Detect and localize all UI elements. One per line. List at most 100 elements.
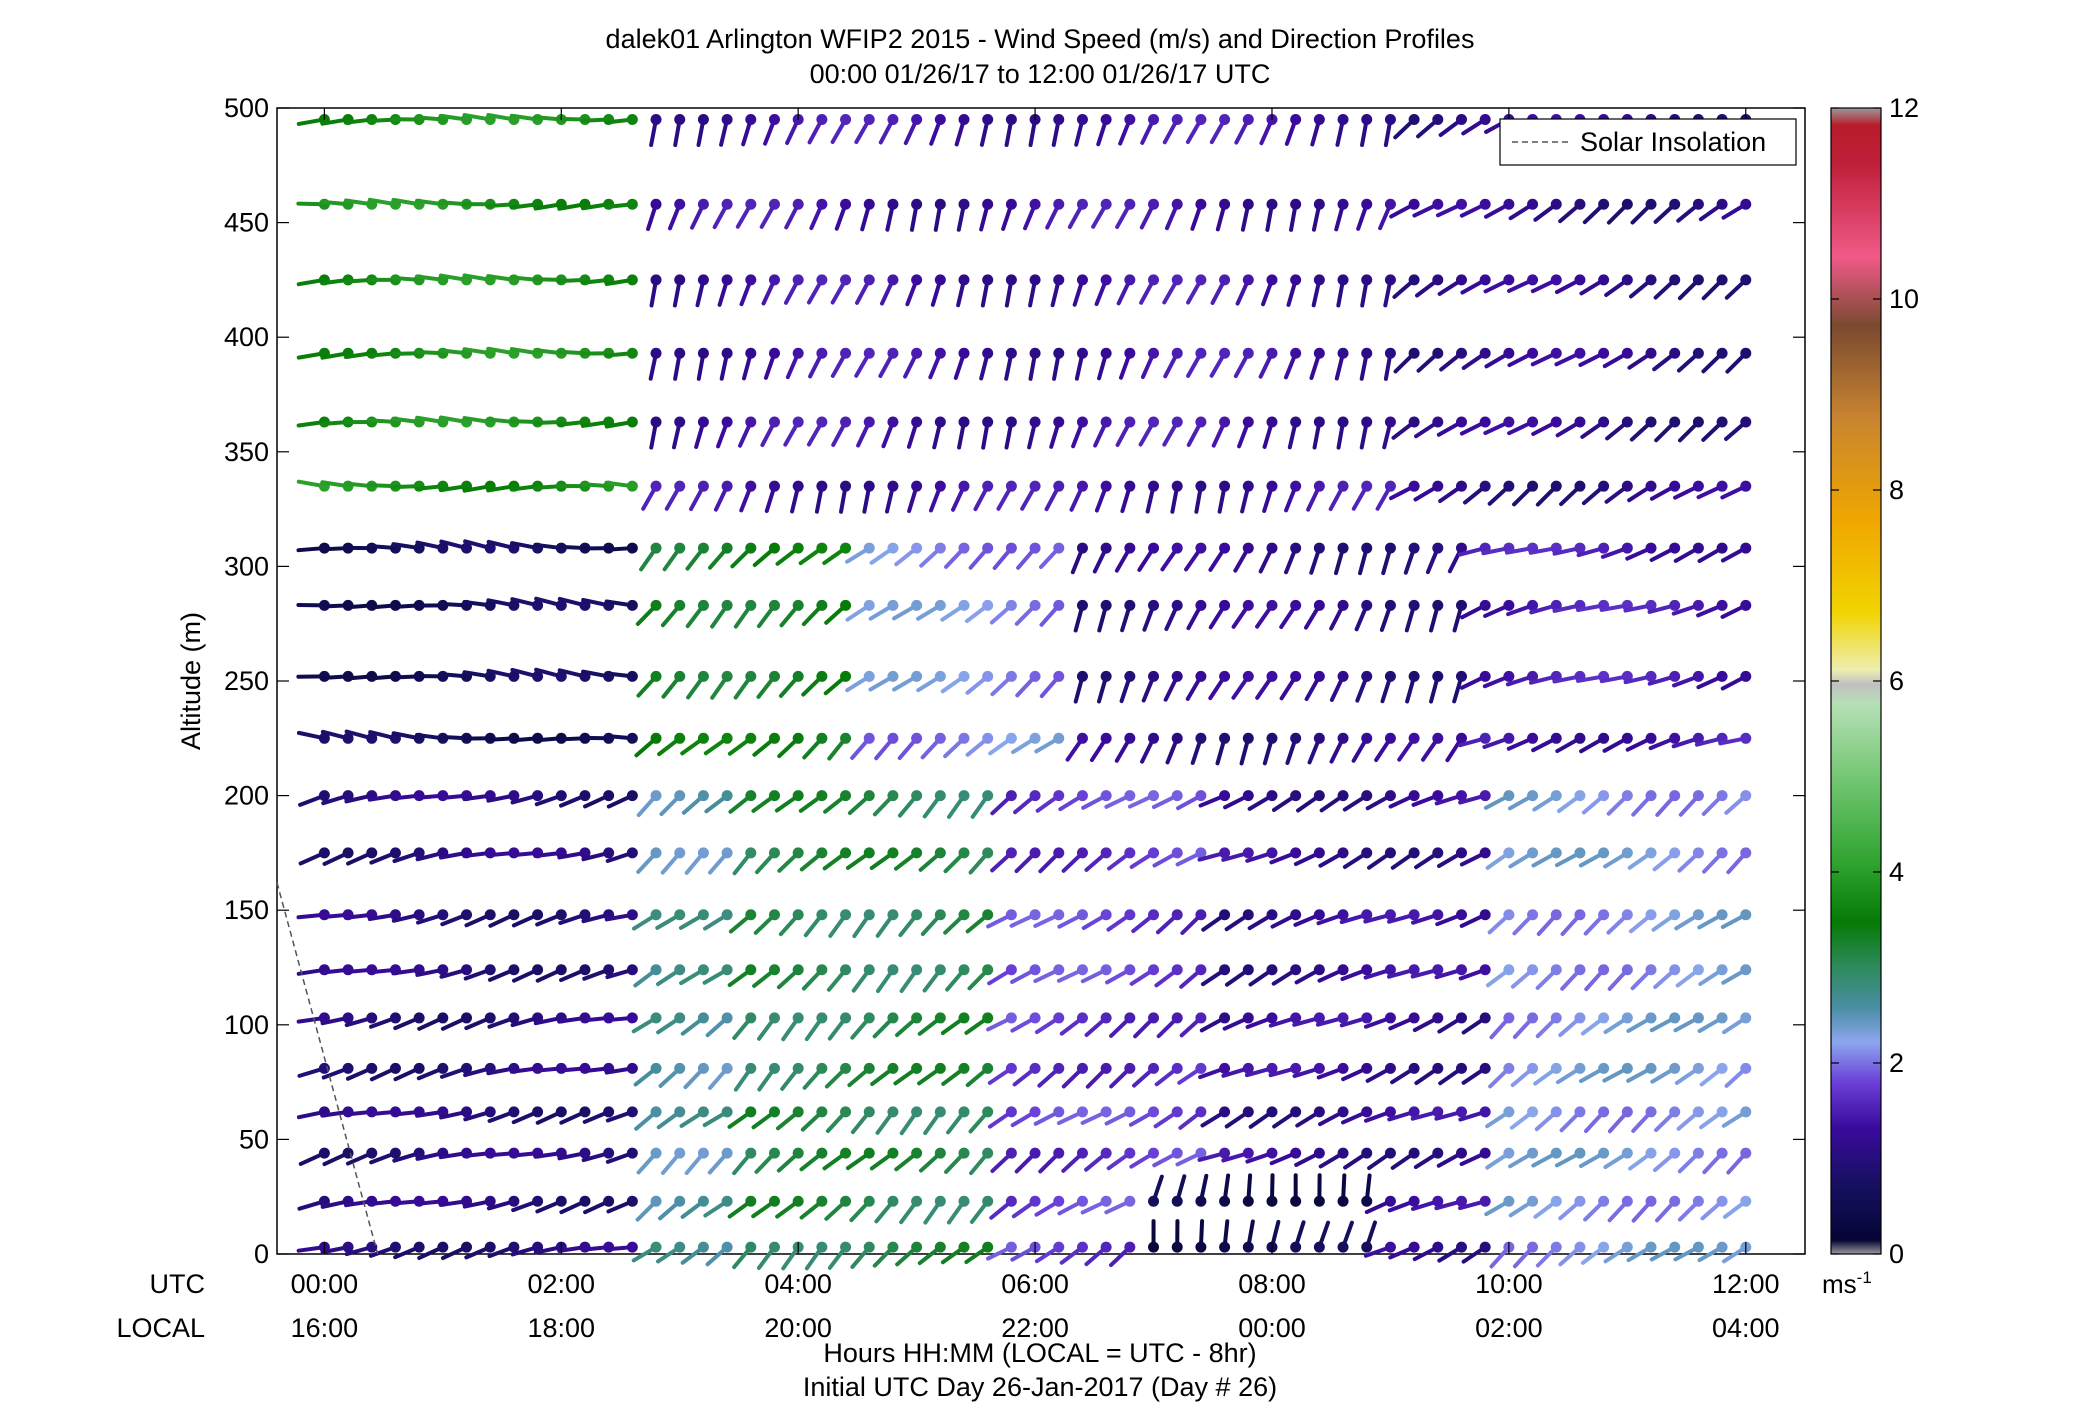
wind-barb-point [1503,847,1515,859]
wind-barb-point [1242,1147,1254,1159]
wind-barb-point [674,1147,686,1159]
wind-barb-point [816,790,828,802]
wind-barb-point [1645,198,1657,210]
wind-barb-point [555,909,567,921]
wind-barb-point [792,1106,804,1118]
y-tick-label: 50 [239,1124,269,1154]
wind-barb-point [982,670,994,682]
wind-barb-point [863,274,875,286]
wind-barb-point [1313,847,1325,859]
wind-barb-point [1076,847,1088,859]
wind-barb-point [697,1241,709,1253]
wind-barb-point [1384,480,1396,492]
wind-barb-point [816,1195,828,1207]
wind-barb-point [461,909,473,921]
wind-barb-point [1503,1106,1515,1118]
wind-barb-point [1384,1062,1396,1074]
wind-barb-point [1337,599,1349,611]
wind-barb-point [1029,732,1041,744]
wind-barb-point [650,198,662,210]
wind-barb-point [1598,964,1610,976]
wind-barb-point [982,732,994,744]
wind-barb-point [982,542,994,554]
wind-barb-point [1171,480,1183,492]
wind-barb-point [1645,732,1657,744]
wind-barb-point [1337,847,1349,859]
wind-barb-point [1503,1012,1515,1024]
wind-barb-point [911,732,923,744]
wind-barb-point [1550,1106,1562,1118]
wind-barb-point [721,1012,733,1024]
wind-barb-point [1076,1012,1088,1024]
wind-barb-point [1219,416,1231,428]
wind-barb-point [1100,847,1112,859]
wind-barb-point [1266,1062,1278,1074]
wind-barb-point [1219,732,1231,744]
wind-barb-point [958,113,970,125]
x-tick-label-local: 20:00 [764,1313,832,1343]
wind-barb-point [1645,1195,1657,1207]
wind-barb-point [1455,198,1467,210]
wind-barb-point [650,732,662,744]
wind-barb-point [745,670,757,682]
wind-barb-point [1574,732,1586,744]
wind-barb-point [1692,198,1704,210]
wind-barb-point [911,274,923,286]
wind-barb-point [413,1241,425,1253]
wind-barb-point [1716,1106,1728,1118]
wind-barb-point [1219,480,1231,492]
wind-barb-point [863,847,875,859]
wind-barb-point [484,1106,496,1118]
wind-barb-point [437,964,449,976]
wind-barb-point [1598,347,1610,359]
wind-barb-point [721,1106,733,1118]
wind-barb-point [840,416,852,428]
wind-barb-point [768,599,780,611]
wind-barb-point [982,480,994,492]
wind-barb-point [1242,909,1254,921]
wind-barb-point [1455,670,1467,682]
wind-barb-point [1171,347,1183,359]
wind-barb-point [1219,1062,1231,1074]
wind-barb-point [1479,1147,1491,1159]
local-row-label: LOCAL [116,1313,205,1343]
wind-barb-point [1361,599,1373,611]
wind-barb-point [697,1106,709,1118]
wind-barb-point [1716,670,1728,682]
wind-barb-point [603,1195,615,1207]
wind-barb-point [1171,847,1183,859]
wind-barb-point [1574,274,1586,286]
wind-barb-point [1029,416,1041,428]
wind-barb-point [1550,480,1562,492]
wind-barb-point [1550,347,1562,359]
wind-barb-point [1645,1241,1657,1253]
wind-barb-point [1455,347,1467,359]
wind-barb-point [1124,732,1136,744]
wind-barb-point [508,1106,520,1118]
wind-barb-point [674,1012,686,1024]
solar-insolation-line [276,882,379,1255]
wind-barb-point [697,274,709,286]
wind-barb-point [1669,1147,1681,1159]
wind-barb-point [697,599,709,611]
wind-barb-point [1645,790,1657,802]
x-tick-label-utc: 04:00 [764,1269,832,1299]
wind-barb-point [650,1147,662,1159]
wind-barb-point [1124,964,1136,976]
wind-barb-point [958,1147,970,1159]
wind-barb-point [1503,1195,1515,1207]
wind-barb-point [887,790,899,802]
wind-barb-point [1219,847,1231,859]
wind-barb-point [816,113,828,125]
wind-barb-point [626,599,638,611]
wind-barb-point [674,909,686,921]
wind-barb-point [1574,909,1586,921]
wind-barb-point [1124,599,1136,611]
wind-barb-point [1527,599,1539,611]
wind-barb-point [1290,909,1302,921]
wind-barb-point [1669,347,1681,359]
wind-barb-point [1124,274,1136,286]
wind-barb-point [721,670,733,682]
wind-barb-point [389,909,401,921]
wind-barb-point [911,1012,923,1024]
